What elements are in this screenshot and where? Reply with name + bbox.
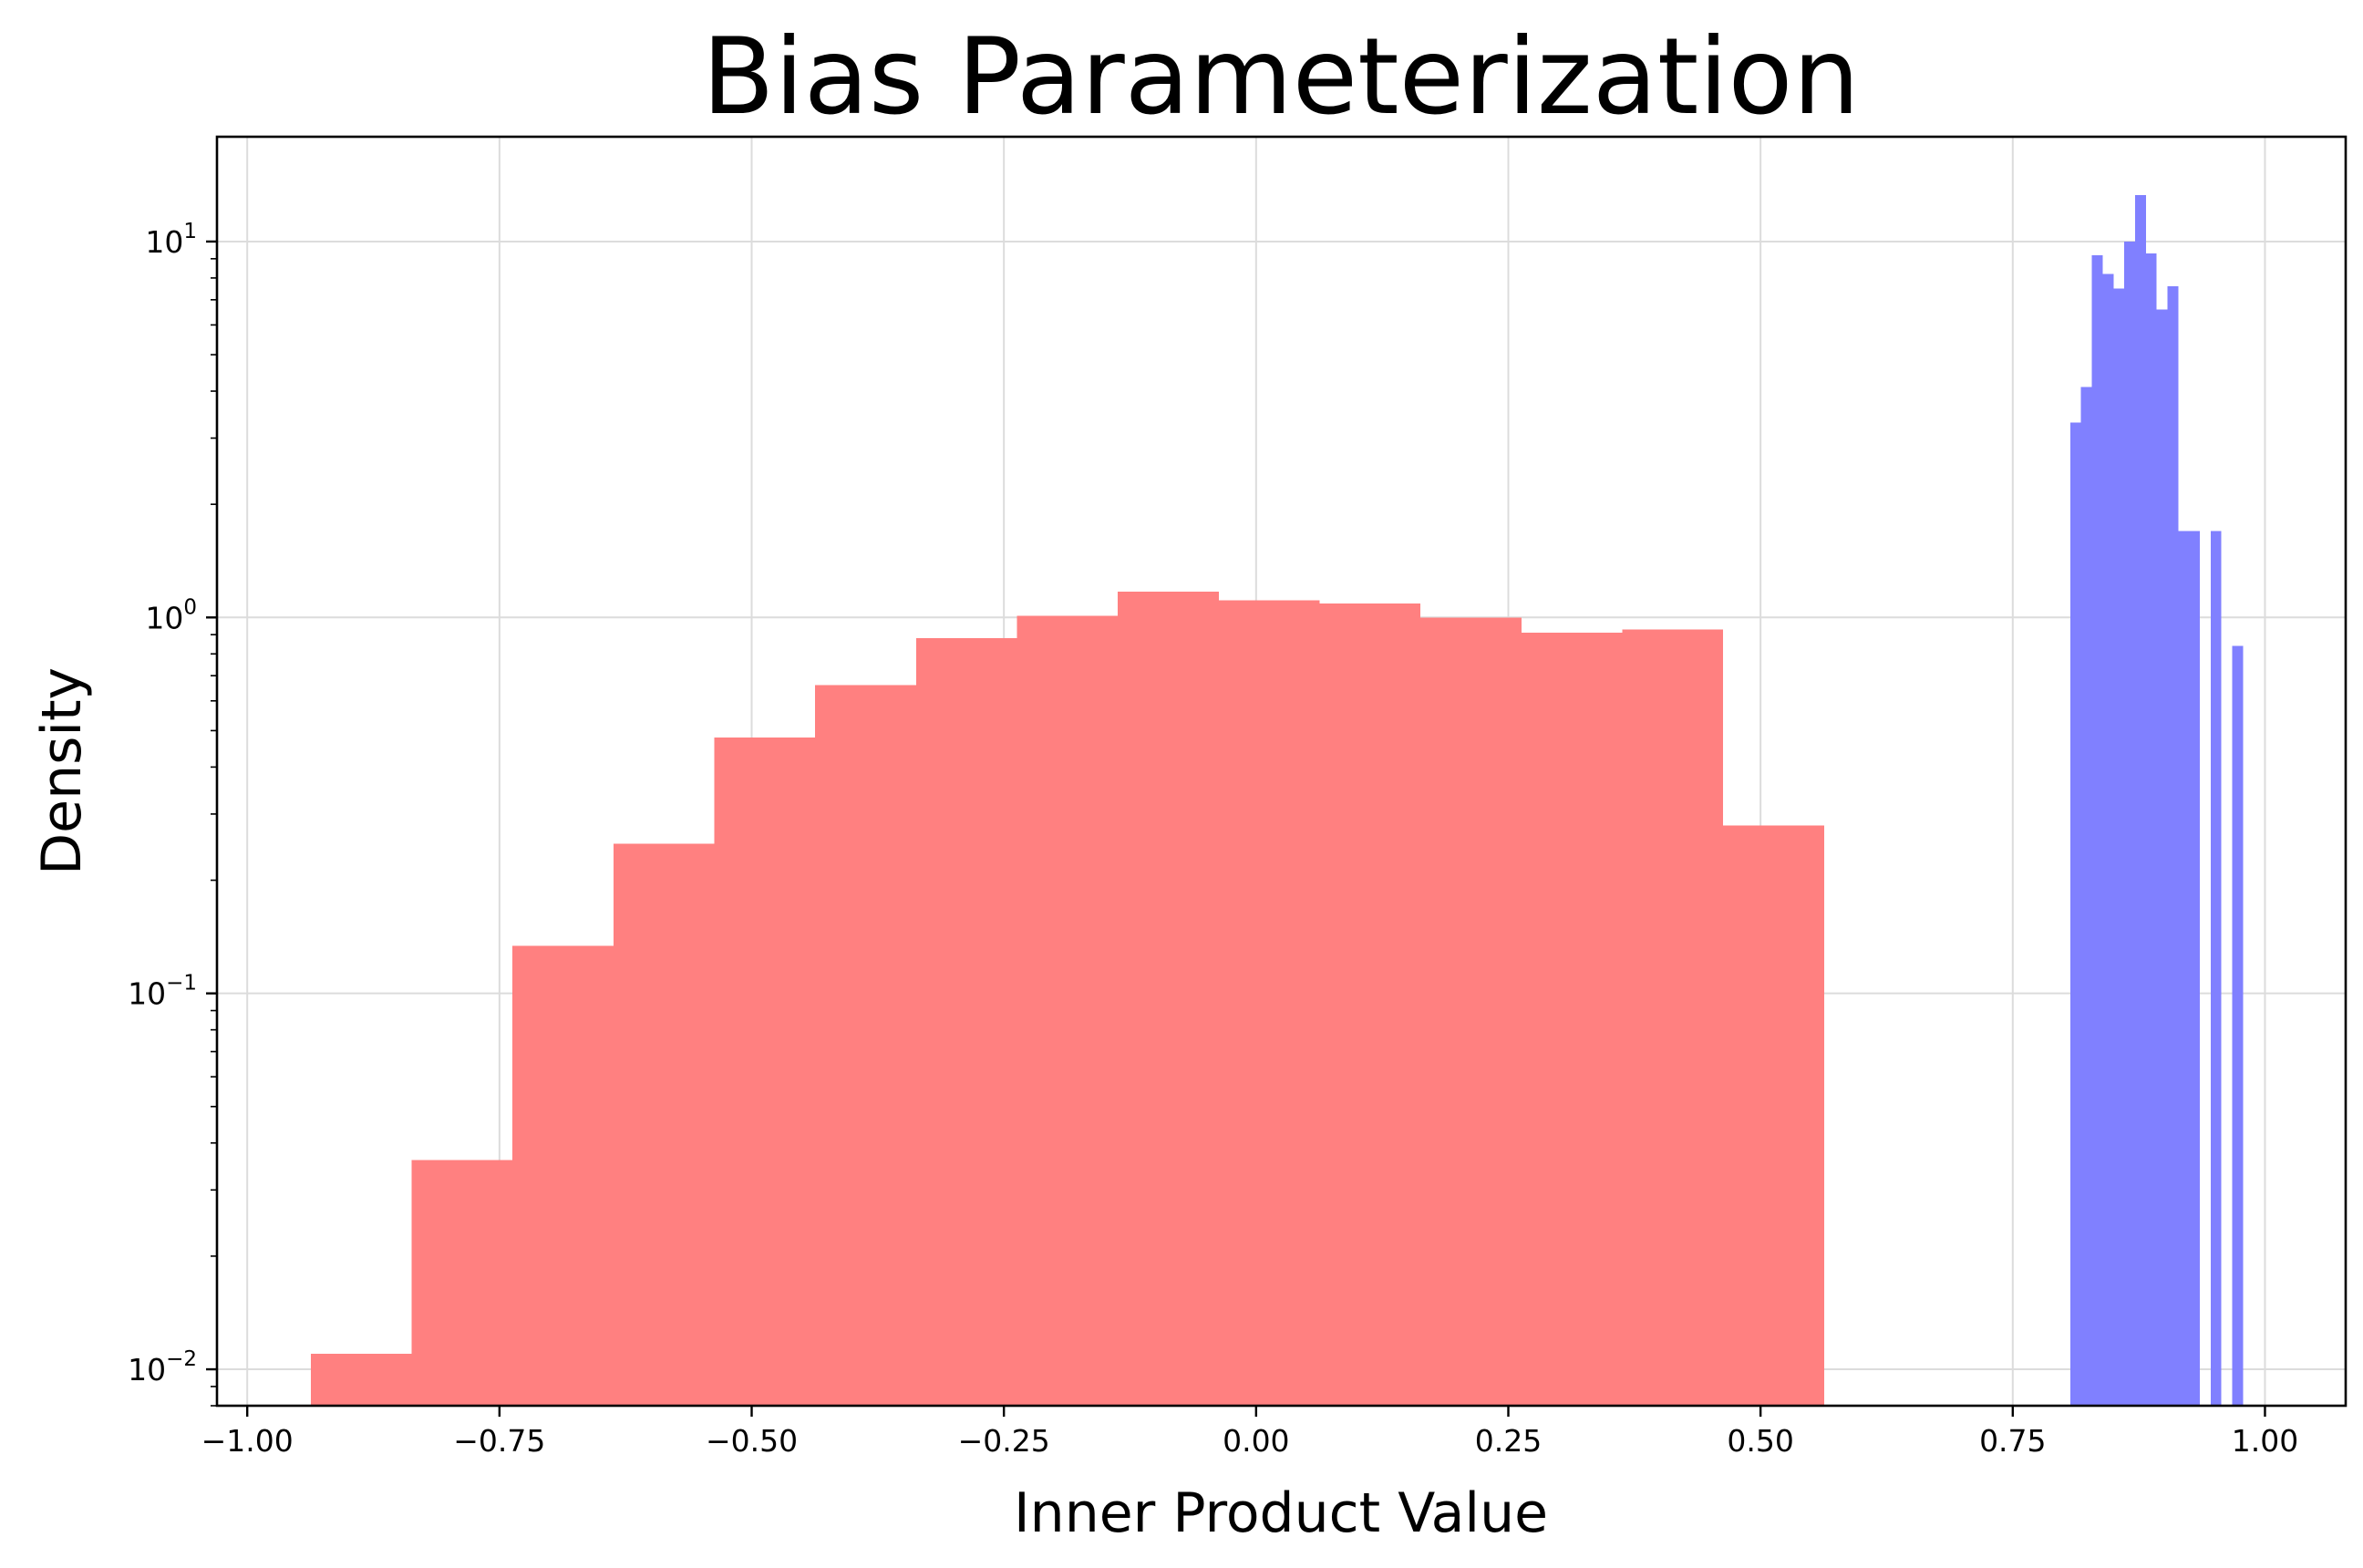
x-axis-title: Inner Product Value — [1014, 1481, 1548, 1545]
histogram-bar-series-2 — [2069, 422, 2081, 1406]
histogram-bar-series-2 — [2189, 531, 2200, 1406]
histogram-bar-series-1 — [1420, 617, 1522, 1406]
histogram-bar-series-1 — [1319, 603, 1421, 1406]
y-tick-label: 10−1 — [128, 972, 197, 1012]
histogram-bar-series-2 — [2156, 309, 2168, 1407]
histogram-bar-series-2 — [2178, 531, 2190, 1406]
histogram-bar-series-1 — [1118, 592, 1219, 1406]
histogram-bar-series-1 — [915, 638, 1017, 1406]
histogram-bar-series-1 — [1218, 600, 1320, 1406]
histogram-bar-series-1 — [815, 685, 916, 1406]
x-tick-label: 0.50 — [1727, 1423, 1793, 1459]
x-tick-label: −0.50 — [706, 1423, 798, 1459]
histogram-bar-series-1 — [310, 1353, 412, 1406]
histogram-bar-series-2 — [2113, 288, 2125, 1407]
histogram-bar-series-1 — [512, 945, 614, 1406]
histogram-bar-series-1 — [1521, 633, 1623, 1406]
x-tick-label: 0.75 — [1979, 1423, 2046, 1459]
x-tick-label: 0.00 — [1223, 1423, 1289, 1459]
x-tick-label: −0.75 — [453, 1423, 545, 1459]
plot-frame — [215, 135, 2348, 1408]
x-tick-label: 1.00 — [2232, 1423, 2298, 1459]
x-tick-label: 0.25 — [1475, 1423, 1542, 1459]
x-tick-label: −0.25 — [958, 1423, 1050, 1459]
chart-title: Bias Parameterization — [702, 15, 1860, 139]
histogram-bar-series-1 — [1723, 825, 1824, 1406]
histogram-bar-series-2 — [2167, 286, 2179, 1406]
histogram-bar-series-2 — [2145, 253, 2157, 1407]
y-axis-title: Density — [30, 667, 94, 875]
histogram-bar-series-2 — [2091, 254, 2103, 1406]
histogram-bar-series-1 — [1016, 615, 1119, 1406]
histogram-bar-series-1 — [714, 737, 816, 1406]
y-tick-label: 101 — [145, 220, 197, 260]
histogram-bar-series-2 — [2232, 645, 2244, 1406]
histogram-bar-series-2 — [2080, 387, 2092, 1406]
histogram-bar-series-1 — [411, 1160, 513, 1406]
histogram-bar-series-1 — [1622, 629, 1724, 1406]
y-tick-label: 10−2 — [128, 1347, 197, 1387]
y-tick-label: 100 — [145, 595, 197, 635]
histogram-bar-series-2 — [2102, 273, 2114, 1406]
histogram-bars — [310, 194, 2244, 1407]
histogram-bar-series-2 — [2124, 241, 2135, 1407]
histogram-bar-series-2 — [2210, 531, 2222, 1406]
x-tick-label: −1.00 — [201, 1423, 294, 1459]
histogram-bar-series-2 — [2134, 194, 2146, 1407]
histogram-bar-series-1 — [613, 843, 715, 1406]
